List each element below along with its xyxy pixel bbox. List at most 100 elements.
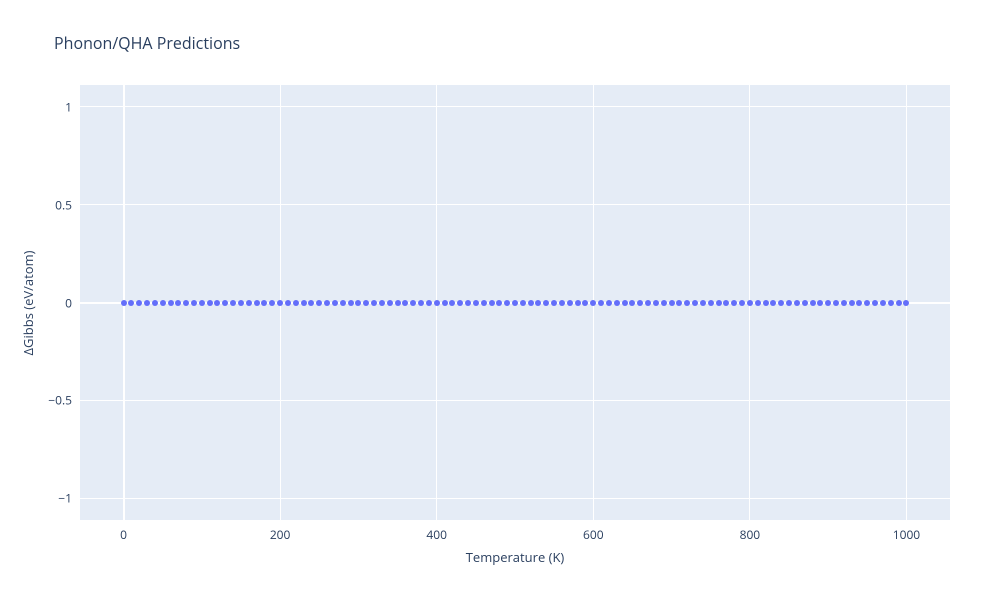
data-point[interactable] xyxy=(700,300,706,306)
data-point[interactable] xyxy=(653,300,659,306)
data-point[interactable] xyxy=(856,300,862,306)
data-point[interactable] xyxy=(214,300,220,306)
data-point[interactable] xyxy=(755,300,761,306)
data-point[interactable] xyxy=(692,300,698,306)
data-point[interactable] xyxy=(489,300,495,306)
data-point[interactable] xyxy=(379,300,385,306)
data-point[interactable] xyxy=(825,300,831,306)
data-point[interactable] xyxy=(567,300,573,306)
data-point[interactable] xyxy=(473,300,479,306)
data-point[interactable] xyxy=(575,300,581,306)
data-point[interactable] xyxy=(395,300,401,306)
data-point[interactable] xyxy=(136,300,142,306)
data-point[interactable] xyxy=(543,300,549,306)
data-point[interactable] xyxy=(520,300,526,306)
data-point[interactable] xyxy=(770,300,776,306)
data-point[interactable] xyxy=(340,300,346,306)
data-point[interactable] xyxy=(872,300,878,306)
data-point[interactable] xyxy=(794,300,800,306)
data-point[interactable] xyxy=(802,300,808,306)
data-point[interactable] xyxy=(355,300,361,306)
data-point[interactable] xyxy=(410,300,416,306)
data-point[interactable] xyxy=(817,300,823,306)
data-point[interactable] xyxy=(128,300,134,306)
data-point[interactable] xyxy=(277,300,283,306)
data-point[interactable] xyxy=(716,300,722,306)
data-point[interactable] xyxy=(191,300,197,306)
data-point[interactable] xyxy=(175,300,181,306)
data-point[interactable] xyxy=(316,300,322,306)
data-point[interactable] xyxy=(465,300,471,306)
data-point[interactable] xyxy=(676,300,682,306)
data-point[interactable] xyxy=(230,300,236,306)
data-point[interactable] xyxy=(598,300,604,306)
data-point[interactable] xyxy=(903,300,909,306)
data-point[interactable] xyxy=(293,300,299,306)
data-point[interactable] xyxy=(582,300,588,306)
data-point[interactable] xyxy=(160,300,166,306)
data-point[interactable] xyxy=(121,300,127,306)
data-point[interactable] xyxy=(418,300,424,306)
data-point[interactable] xyxy=(363,300,369,306)
data-point[interactable] xyxy=(684,300,690,306)
data-point[interactable] xyxy=(731,300,737,306)
data-point[interactable] xyxy=(864,300,870,306)
data-point[interactable] xyxy=(841,300,847,306)
data-point[interactable] xyxy=(496,300,502,306)
data-point[interactable] xyxy=(254,300,260,306)
data-point[interactable] xyxy=(246,300,252,306)
data-point[interactable] xyxy=(199,300,205,306)
data-point[interactable] xyxy=(778,300,784,306)
data-point[interactable] xyxy=(504,300,510,306)
data-point[interactable] xyxy=(285,300,291,306)
data-point[interactable] xyxy=(708,300,714,306)
data-point[interactable] xyxy=(849,300,855,306)
data-point[interactable] xyxy=(183,300,189,306)
data-point[interactable] xyxy=(629,300,635,306)
data-point[interactable] xyxy=(371,300,377,306)
data-point[interactable] xyxy=(739,300,745,306)
data-point[interactable] xyxy=(144,300,150,306)
data-point[interactable] xyxy=(622,300,628,306)
data-point[interactable] xyxy=(348,300,354,306)
data-point[interactable] xyxy=(661,300,667,306)
data-point[interactable] xyxy=(669,300,675,306)
data-point[interactable] xyxy=(269,300,275,306)
plot-area[interactable] xyxy=(80,85,950,520)
data-point[interactable] xyxy=(434,300,440,306)
data-point[interactable] xyxy=(238,300,244,306)
data-point[interactable] xyxy=(261,300,267,306)
data-point[interactable] xyxy=(763,300,769,306)
data-point[interactable] xyxy=(222,300,228,306)
data-point[interactable] xyxy=(387,300,393,306)
data-point[interactable] xyxy=(449,300,455,306)
data-point[interactable] xyxy=(590,300,596,306)
data-point[interactable] xyxy=(301,300,307,306)
data-point[interactable] xyxy=(637,300,643,306)
data-point[interactable] xyxy=(332,300,338,306)
data-point[interactable] xyxy=(723,300,729,306)
data-point[interactable] xyxy=(535,300,541,306)
data-point[interactable] xyxy=(442,300,448,306)
data-point[interactable] xyxy=(152,300,158,306)
data-point[interactable] xyxy=(645,300,651,306)
data-point[interactable] xyxy=(308,300,314,306)
data-point[interactable] xyxy=(880,300,886,306)
data-point[interactable] xyxy=(168,300,174,306)
data-point[interactable] xyxy=(528,300,534,306)
data-point[interactable] xyxy=(614,300,620,306)
data-point[interactable] xyxy=(207,300,213,306)
data-point[interactable] xyxy=(896,300,902,306)
data-point[interactable] xyxy=(324,300,330,306)
data-point[interactable] xyxy=(888,300,894,306)
data-point[interactable] xyxy=(786,300,792,306)
data-point[interactable] xyxy=(606,300,612,306)
data-point[interactable] xyxy=(457,300,463,306)
data-point[interactable] xyxy=(559,300,565,306)
data-point[interactable] xyxy=(747,300,753,306)
data-point[interactable] xyxy=(426,300,432,306)
data-point[interactable] xyxy=(810,300,816,306)
data-point[interactable] xyxy=(481,300,487,306)
data-point[interactable] xyxy=(551,300,557,306)
data-point[interactable] xyxy=(833,300,839,306)
